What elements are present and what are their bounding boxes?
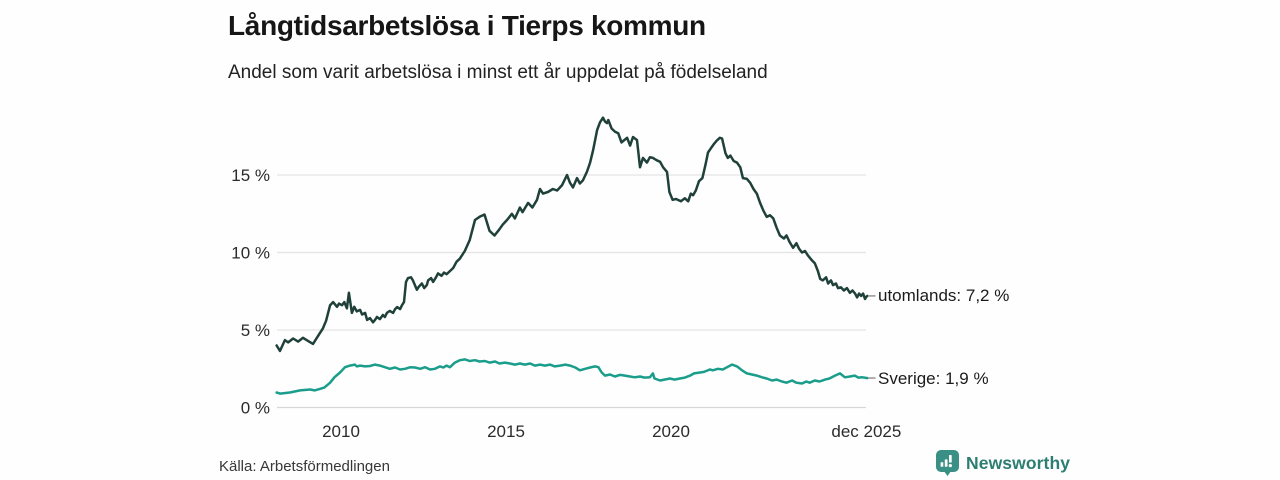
series-line-Sverige bbox=[275, 358, 869, 395]
series-endlabel-sverige: Sverige: 1,9 % bbox=[878, 368, 989, 388]
y-tick-label: 15 % bbox=[231, 166, 270, 185]
series-endlabel-utomlands: utomlands: 7,2 % bbox=[878, 286, 1010, 306]
brand-name: Newsworthy bbox=[966, 452, 1071, 473]
x-tick-label: 2020 bbox=[652, 422, 690, 441]
y-tick-label: 0 % bbox=[241, 399, 270, 418]
y-tick-label: 10 % bbox=[231, 244, 270, 263]
page-subtitle: Andel som varit arbetslösa i minst ett å… bbox=[228, 62, 768, 83]
series-line-utomlands bbox=[275, 116, 869, 353]
x-tick-label: 2015 bbox=[487, 422, 525, 441]
source-note: Källa: Arbetsförmedlingen bbox=[219, 458, 390, 475]
x-tick-label: 2010 bbox=[322, 422, 360, 441]
x-tick-label: dec 2025 bbox=[831, 422, 901, 441]
page-title: Långtidsarbetslösa i Tierps kommun bbox=[228, 10, 706, 41]
y-tick-label: 5 % bbox=[241, 321, 270, 340]
newsworthy-barchart-pin-icon bbox=[936, 450, 959, 476]
brand-logo: Newsworthy bbox=[936, 450, 1070, 476]
